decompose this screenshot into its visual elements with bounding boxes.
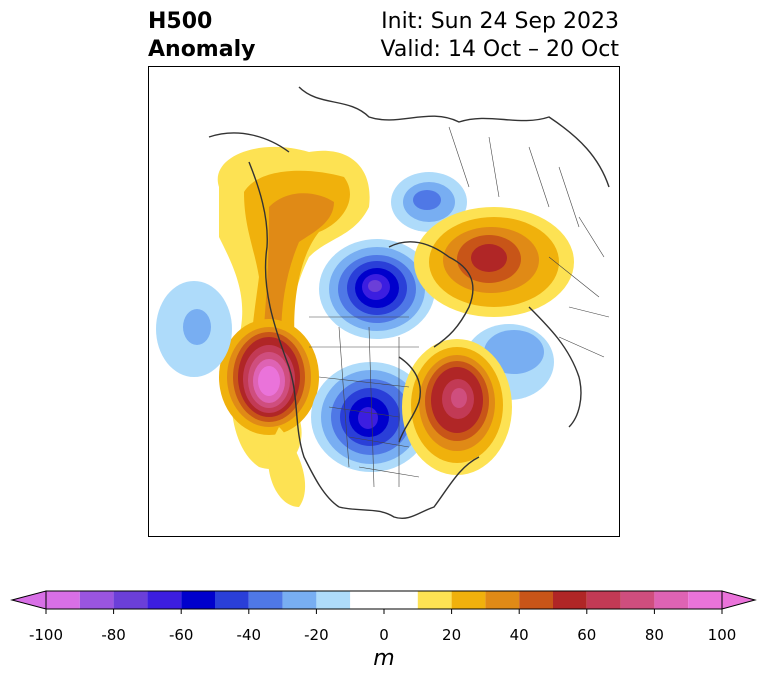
- valid-range: Valid: 14 Oct – 20 Oct: [380, 37, 619, 62]
- colorbar-segment: [181, 591, 215, 609]
- colorbar-tick-label: 100: [707, 626, 737, 644]
- colorbar-segment: [417, 591, 452, 609]
- coastlines: [208, 86, 610, 519]
- colorbar-segment: [215, 591, 249, 609]
- colorbar-min-arrow: [10, 590, 47, 610]
- colorbar-segment: [350, 591, 418, 609]
- title-line1: H500: [148, 9, 213, 34]
- colorbar-segments: [46, 591, 722, 609]
- anomaly-positive-west: [217, 146, 370, 469]
- anomaly-positive-southwest: [268, 427, 306, 507]
- anomaly-map: [156, 86, 610, 519]
- colorbar-tick-label: -20: [304, 626, 329, 644]
- date-info: Init: Sun 24 Sep 2023 Valid: 14 Oct – 20…: [381, 8, 619, 64]
- colorbar-tick-label: -80: [101, 626, 126, 644]
- colorbar-tick-label: 20: [442, 626, 462, 644]
- init-date: Init: Sun 24 Sep 2023: [381, 9, 619, 34]
- colorbar-max-arrow: [721, 590, 757, 610]
- colorbar-segment: [586, 591, 621, 609]
- colorbar-segment: [248, 591, 283, 609]
- colorbar-segment: [620, 591, 655, 609]
- colorbar-segment: [451, 591, 486, 609]
- anomaly-negative-arctic: [319, 239, 435, 339]
- colorbar-tick-label: 60: [577, 626, 597, 644]
- colorbar-ticks: [45, 609, 723, 614]
- colorbar-segment: [316, 591, 351, 609]
- colorbar: [10, 590, 757, 614]
- colorbar-segment: [519, 591, 553, 609]
- colorbar-segment: [282, 591, 317, 609]
- title-line2: Anomaly: [148, 37, 256, 62]
- anomaly-negative-asia: [391, 172, 467, 232]
- political-borders: [309, 126, 610, 488]
- colorbar-tick-label: -100: [28, 626, 64, 644]
- anomaly-positive-eurasia: [414, 207, 574, 317]
- map-panel: [148, 66, 620, 537]
- anomaly-positive-atlantic: [402, 339, 512, 475]
- colorbar-segment: [654, 591, 689, 609]
- colorbar-segment: [553, 591, 587, 609]
- colorbar-segment: [485, 591, 520, 609]
- colorbar-segment: [113, 591, 148, 609]
- colorbar-segment: [46, 591, 80, 609]
- colorbar-tick-label: -40: [236, 626, 262, 644]
- colorbar-tick-label: -60: [168, 626, 194, 644]
- colorbar-segment: [147, 591, 182, 609]
- anomaly-negative-pacific: [156, 281, 232, 377]
- chart-title: H500 Anomaly: [148, 8, 255, 64]
- colorbar-tick-label: 40: [509, 626, 529, 644]
- colorbar-unit: m: [373, 646, 395, 671]
- colorbar-tick-label: 80: [644, 626, 664, 644]
- colorbar-tick-label: 0: [379, 626, 389, 644]
- anomaly-negative-central: [311, 362, 431, 472]
- colorbar-segment: [688, 591, 722, 609]
- colorbar-segment: [79, 591, 114, 609]
